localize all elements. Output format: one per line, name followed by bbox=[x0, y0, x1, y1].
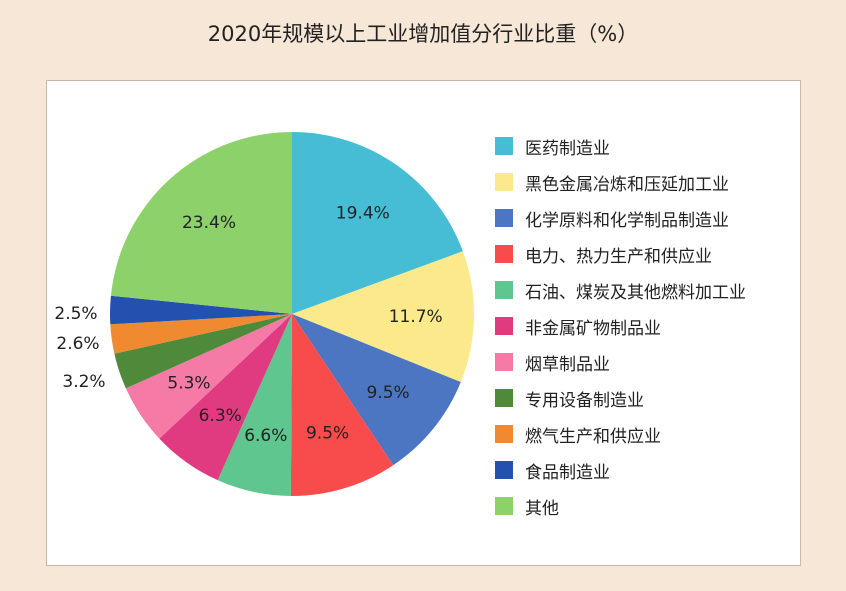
legend-label: 医药制造业 bbox=[525, 138, 610, 159]
legend-item: 燃气生产和供应业 bbox=[495, 416, 746, 452]
legend-label: 专用设备制造业 bbox=[525, 390, 644, 411]
pie-slice bbox=[114, 314, 292, 389]
pie-slice bbox=[217, 314, 292, 496]
legend-label: 化学原料和化学制品制造业 bbox=[525, 210, 729, 231]
legend-item: 烟草制品业 bbox=[495, 344, 746, 380]
legend: 医药制造业黑色金属冶炼和压延加工业 化学原料和化学制品制造业 电力、热力生产和供应业… bbox=[495, 128, 746, 524]
pie-slice bbox=[125, 314, 292, 439]
pie-slice bbox=[290, 314, 394, 497]
legend-label: 非金属矿物制品业 bbox=[525, 318, 661, 339]
pie-slice bbox=[292, 314, 461, 466]
pie-slice bbox=[110, 314, 292, 354]
legend-swatch bbox=[495, 173, 513, 191]
legend-swatch bbox=[495, 389, 513, 407]
pie-slice-label: 2.6% bbox=[56, 334, 99, 354]
legend-label: 电力、热力生产和供应业 bbox=[525, 246, 712, 267]
legend-swatch bbox=[495, 137, 513, 155]
legend-swatch bbox=[495, 497, 513, 515]
legend-item: 其他 bbox=[495, 488, 746, 524]
pie-slice-label: 19.4% bbox=[336, 204, 390, 224]
pie-slice bbox=[109, 295, 293, 325]
pie-slice bbox=[110, 132, 292, 314]
pie-slice bbox=[159, 314, 292, 481]
legend-label: 石油、煤炭及其他燃料加工业 bbox=[525, 282, 746, 303]
pie-slice-label: 3.2% bbox=[62, 372, 105, 392]
legend-item: 专用设备制造业 bbox=[495, 380, 746, 416]
pie-slice-label: 6.6% bbox=[244, 426, 287, 446]
legend-swatch bbox=[495, 353, 513, 371]
legend-label: 食品制造业 bbox=[525, 462, 610, 483]
legend-label: 烟草制品业 bbox=[525, 354, 610, 375]
legend-item: 医药制造业 bbox=[495, 128, 746, 164]
legend-label: 燃气生产和供应业 bbox=[525, 426, 661, 447]
pie-slice bbox=[292, 251, 475, 383]
pie-slice-label: 9.5% bbox=[366, 383, 409, 403]
legend-label: 黑色金属冶炼和压延加工业 bbox=[525, 174, 729, 195]
pie-slice-label: 5.3% bbox=[167, 374, 210, 394]
legend-item: 电力、热力生产和供应业 bbox=[495, 236, 746, 272]
legend-item: 石油、煤炭及其他燃料加工业 bbox=[495, 272, 746, 308]
pie-slice-label: 9.5% bbox=[306, 424, 349, 444]
legend-item: 食品制造业 bbox=[495, 452, 746, 488]
legend-swatch bbox=[495, 281, 513, 299]
legend-label: 其他 bbox=[525, 498, 559, 519]
pie-slice-label: 2.5% bbox=[54, 304, 97, 324]
legend-item: 非金属矿物制品业 bbox=[495, 308, 746, 344]
legend-swatch bbox=[495, 209, 513, 227]
pie-slice-label: 6.3% bbox=[199, 406, 242, 426]
pie-slice-label: 11.7% bbox=[389, 307, 443, 327]
legend-swatch bbox=[495, 317, 513, 335]
pie-slice-label: 23.4% bbox=[182, 213, 236, 233]
legend-swatch bbox=[495, 425, 513, 443]
legend-swatch bbox=[495, 461, 513, 479]
legend-item: 黑色金属冶炼和压延加工业 bbox=[495, 164, 746, 200]
legend-swatch bbox=[495, 245, 513, 263]
legend-item: 化学原料和化学制品制造业 bbox=[495, 200, 746, 236]
pie-slice bbox=[292, 132, 463, 314]
chart-title: 2020年规模以上工业增加值分行业比重（%） bbox=[207, 22, 639, 46]
